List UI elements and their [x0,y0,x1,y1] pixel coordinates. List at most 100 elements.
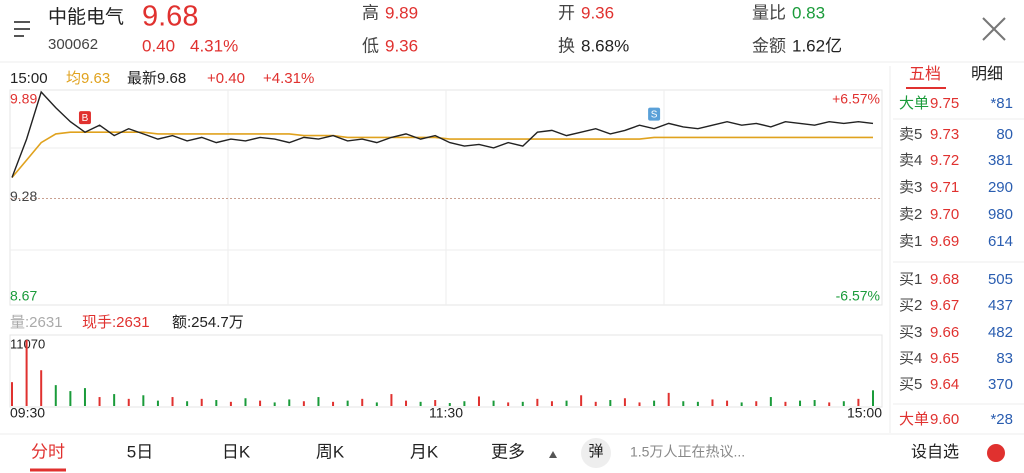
row-volume: *81 [990,95,1013,112]
volume-bar [11,382,13,406]
change: +0.40 [207,70,245,87]
volume-bar [813,400,816,406]
volume-bar [83,388,86,406]
volume-bar [463,401,466,406]
volume-bar [550,401,553,406]
volume-bar [405,400,408,406]
current-volume: 现手:2631 [82,314,150,331]
volume-bar [215,400,218,406]
volume-bar [332,401,335,406]
row-price: 9.65 [930,350,959,367]
close-button[interactable] [982,17,1006,41]
row-price: 9.64 [930,376,959,393]
row-label: 卖1 [899,233,922,250]
discussion[interactable]: 1.5万人正在热议... [630,444,745,460]
row-price: 9.67 [930,297,959,314]
row-volume: 83 [996,350,1013,367]
stat-value: 9.89 [385,3,418,22]
stat-label: 量比 [752,3,786,22]
volume-bar [580,395,583,406]
stat-label: 开 [558,3,575,22]
row-price: 9.71 [930,179,959,196]
row-volume: 614 [988,233,1013,250]
row-label: 卖4 [899,152,922,169]
volume-bar [740,402,743,406]
popup-button[interactable] [581,438,611,468]
volume-bar [434,400,437,406]
change-pct: +4.31% [263,70,314,87]
time-label: 11:30 [429,405,463,421]
trade-marker [648,107,661,121]
row-label: 大单 [899,95,929,112]
volume-bar [448,403,451,406]
volume-bar [25,340,28,406]
stat-label: 金额 [752,36,786,55]
volume-bar [696,401,699,406]
popup-label[interactable]: 弹 [588,443,603,460]
volume-bar [536,398,539,406]
volume-bar [142,395,145,406]
row-volume: 290 [988,179,1013,196]
row-volume: 80 [996,126,1013,143]
volume-bar [521,401,524,406]
volume-bar [667,392,670,406]
amount: 额:254.7万 [172,314,244,331]
volume-bar [98,397,101,406]
axis-label: 9.89 [10,91,37,107]
stat-value: 8.68% [581,36,629,55]
time: 15:00 [10,70,48,87]
watchlist-button[interactable]: 设自选 [911,443,959,461]
tab[interactable]: 五档 [909,65,941,83]
row-price: 9.75 [930,95,959,112]
volume-bar [492,400,495,406]
volume-bar [69,391,72,406]
volume-bar [726,400,729,406]
row-price: 9.70 [930,206,959,223]
axis-label: +6.57% [832,91,880,107]
menu-icon[interactable] [14,21,30,37]
volume-bar [229,401,232,406]
tab[interactable]: 明细 [971,65,1003,83]
row-volume: 437 [988,297,1013,314]
volume-bar [361,398,364,406]
tab[interactable]: 日K [222,442,251,461]
row-volume: 980 [988,206,1013,223]
row-price: 9.72 [930,152,959,169]
volume-bar [477,396,480,406]
volume-bar [346,400,349,406]
tab[interactable]: 月K [410,442,439,461]
volume-bar [507,402,510,406]
tab[interactable]: 5日 [127,442,153,461]
volume-bar [273,402,276,406]
volume-bar [799,400,802,406]
tab[interactable]: 分时 [31,442,65,461]
row-volume: 370 [988,376,1013,393]
row-price: 9.66 [930,324,959,341]
price-change-pct: 4.31% [190,36,238,55]
volume-bar [259,400,262,406]
price-line [11,90,874,178]
row-label: 卖5 [899,126,922,143]
volume-bar [857,398,860,406]
volume-bar [872,390,874,406]
volume-bar [200,398,203,406]
latest-price: 最新9.68 [127,70,186,87]
row-price: 9.73 [930,126,959,143]
stat-label: 换 [558,36,575,55]
more-arrow [549,451,557,458]
volume-bar [784,401,787,406]
tab[interactable]: 更多 [491,442,525,461]
status-dot [987,444,1005,462]
volume-bar [375,402,378,406]
volume-bar [113,394,116,406]
stock-code: 300062 [48,36,98,53]
volume-bar [638,402,641,406]
row-price: 9.60 [930,411,959,428]
row-price: 9.68 [930,271,959,288]
avg-line [11,131,873,179]
axis-label: 8.67 [10,288,37,304]
trade-marker-label: S [651,109,658,120]
tab[interactable]: 周K [316,442,345,461]
